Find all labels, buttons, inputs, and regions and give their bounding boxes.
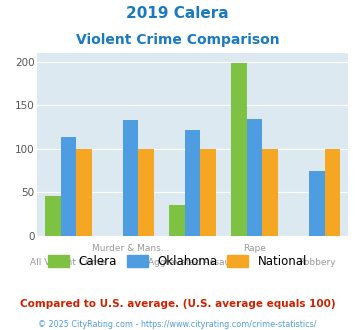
Bar	[262, 149, 278, 236]
Text: Aggravated Assault: Aggravated Assault	[148, 258, 237, 267]
Bar	[45, 196, 61, 236]
Bar	[247, 119, 262, 236]
Text: Violent Crime Comparison: Violent Crime Comparison	[76, 33, 279, 47]
Text: Compared to U.S. average. (U.S. average equals 100): Compared to U.S. average. (U.S. average …	[20, 299, 335, 309]
Text: © 2025 CityRating.com - https://www.cityrating.com/crime-statistics/: © 2025 CityRating.com - https://www.city…	[38, 320, 317, 329]
Text: Rape: Rape	[243, 244, 266, 253]
Bar	[169, 205, 185, 236]
Text: Robbery: Robbery	[298, 258, 335, 267]
Text: All Violent Crime: All Violent Crime	[31, 258, 106, 267]
Legend: Calera, Oklahoma, National: Calera, Oklahoma, National	[43, 250, 312, 273]
Bar	[76, 149, 92, 236]
Bar	[138, 149, 154, 236]
Text: 2019 Calera: 2019 Calera	[126, 6, 229, 20]
Bar	[231, 63, 247, 236]
Bar	[324, 149, 340, 236]
Bar	[185, 130, 200, 236]
Bar	[61, 137, 76, 236]
Bar	[123, 120, 138, 236]
Text: Murder & Mans...: Murder & Mans...	[92, 244, 169, 253]
Bar	[309, 171, 324, 236]
Bar	[200, 149, 216, 236]
